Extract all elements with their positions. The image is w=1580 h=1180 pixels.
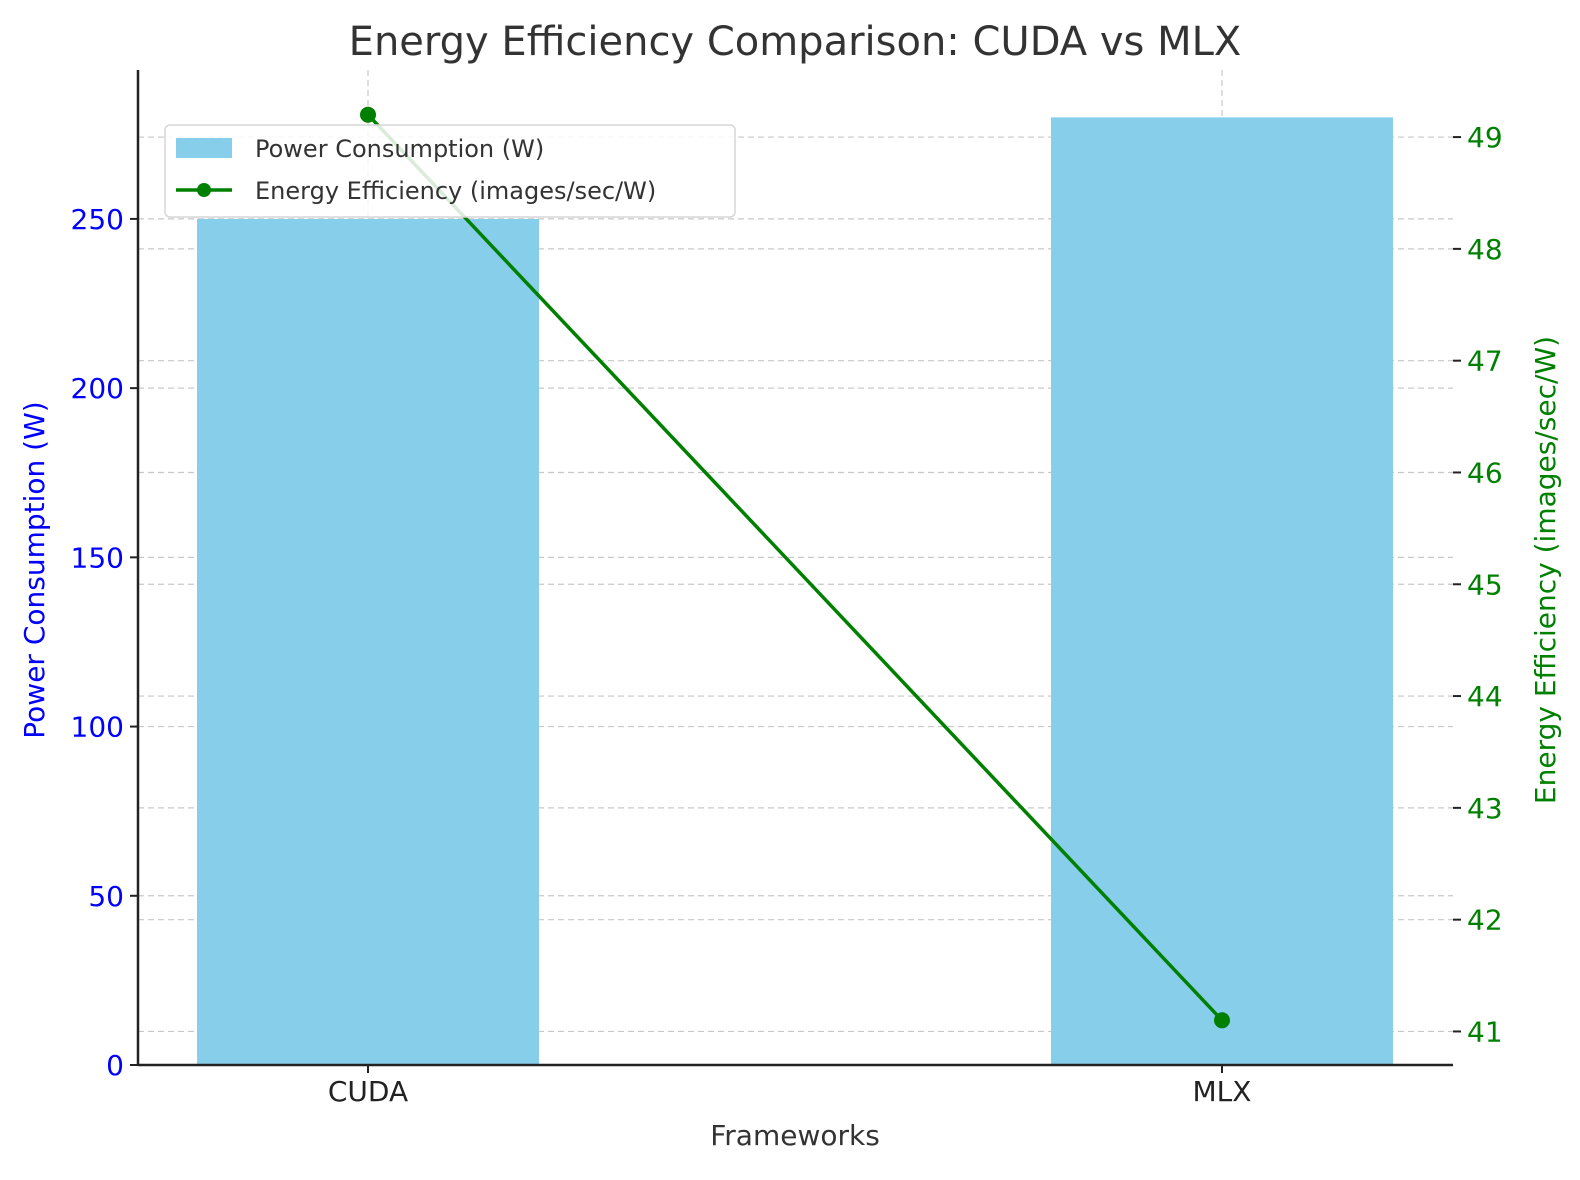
bar-mlx <box>1051 117 1393 1065</box>
efficiency-line <box>366 113 1224 1022</box>
right-tick-label-49: 49 <box>1467 121 1503 154</box>
left-axis-ticks: 0 50 100 150 200 250 <box>71 203 138 1082</box>
x-tick-label-mlx: MLX <box>1193 1075 1252 1108</box>
axes <box>136 70 1453 1067</box>
legend-box <box>164 124 736 218</box>
left-tick-label-100: 100 <box>71 711 124 744</box>
left-axis-label: Power Consumption (W) <box>18 401 51 738</box>
right-tick-label-42: 42 <box>1467 904 1503 937</box>
left-tick-label-250: 250 <box>71 203 124 236</box>
legend-bar-label: Power Consumption (W) <box>255 135 544 163</box>
left-tick-label-50: 50 <box>88 880 124 913</box>
right-tick-label-41: 41 <box>1467 1015 1503 1048</box>
left-tick-label-0: 0 <box>106 1049 124 1082</box>
legend-line-label: Energy Efficiency (images/sec/W) <box>255 177 656 205</box>
efficiency-point-mlx <box>1214 1012 1230 1029</box>
x-tick-label-cuda: CUDA <box>328 1075 408 1108</box>
right-tick-label-44: 44 <box>1467 680 1503 713</box>
x-axis-label: Frameworks <box>710 1119 880 1152</box>
right-axis-ticks: 41 42 43 44 45 46 47 48 49 <box>1453 121 1503 1048</box>
legend: Power Consumption (W) Energy Efficiency … <box>164 124 736 218</box>
left-tick-label-200: 200 <box>71 372 124 405</box>
line-series <box>360 106 1230 1029</box>
right-tick-label-46: 46 <box>1467 456 1503 489</box>
right-tick-label-43: 43 <box>1467 792 1503 825</box>
left-tick-label-150: 150 <box>71 541 124 574</box>
legend-line-marker <box>197 183 211 197</box>
legend-bar-swatch <box>176 138 232 158</box>
chart-title: Energy Efficiency Comparison: CUDA vs ML… <box>349 19 1242 65</box>
bar-cuda <box>197 218 539 1065</box>
right-tick-label-45: 45 <box>1467 568 1503 601</box>
right-axis-label: Energy Efficiency (images/sec/W) <box>1529 336 1562 804</box>
efficiency-point-cuda <box>360 106 376 123</box>
right-tick-label-47: 47 <box>1467 345 1503 378</box>
x-axis-ticks: CUDA MLX <box>328 1065 1252 1108</box>
right-tick-label-48: 48 <box>1467 233 1503 266</box>
bar-series <box>197 117 1393 1065</box>
